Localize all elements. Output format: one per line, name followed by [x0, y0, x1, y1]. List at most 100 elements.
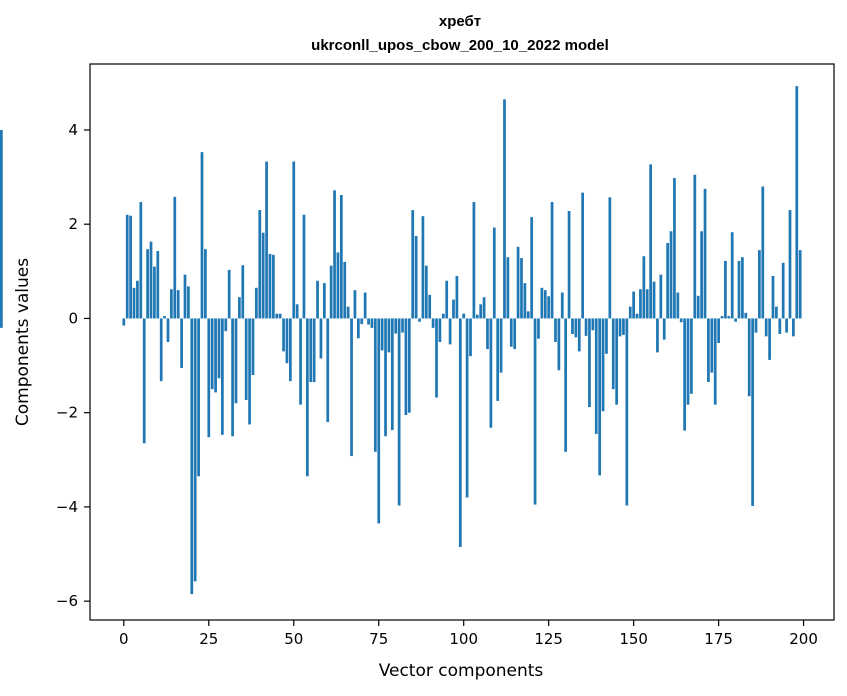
bar-112: [503, 99, 506, 319]
bar-102: [469, 318, 472, 357]
bar-128: [557, 318, 561, 371]
bar-138: [591, 318, 595, 331]
bar-82: [401, 318, 404, 333]
bar-94: [441, 313, 445, 319]
bar-34: [238, 297, 241, 319]
bar-154: [645, 289, 649, 319]
bar-110: [496, 318, 500, 401]
bar-72: [367, 318, 370, 325]
bar-17: [180, 318, 183, 368]
x-tick-label: 150: [619, 630, 648, 648]
bar-183: [744, 312, 748, 319]
bar-151: [635, 313, 639, 319]
bar-158: [659, 274, 663, 319]
bar-188: [761, 186, 765, 319]
bar-139: [594, 318, 598, 434]
bar-62: [333, 190, 336, 319]
bar-88: [421, 216, 425, 319]
bar-108: [489, 318, 493, 428]
bar-60: [326, 318, 330, 423]
bar-59: [322, 283, 326, 319]
x-tick-label: 175: [704, 630, 733, 648]
bar-115: [513, 318, 517, 350]
bar-178: [727, 316, 731, 319]
bar-150: [632, 291, 635, 319]
y-axis-ticks: −6 −4 −2 0 2 4: [56, 121, 90, 610]
bar-39: [255, 287, 258, 319]
bar-103: [472, 202, 476, 319]
bar-86: [414, 235, 418, 319]
x-axis-ticks: 0 25 50 75 100 125 150 175 200: [119, 620, 818, 648]
y-tick-label: 4: [68, 121, 78, 139]
bar-49: [289, 318, 292, 382]
bar-199: [798, 250, 802, 319]
plot-frame: [89, 63, 835, 621]
bar-155: [649, 164, 652, 319]
bar-187: [758, 250, 761, 319]
bar-53: [302, 214, 306, 319]
bar-27: [214, 318, 217, 393]
bar-41: [261, 232, 265, 319]
bar-175: [717, 318, 720, 343]
bar-45: [275, 313, 279, 319]
bar-38: [251, 318, 255, 375]
bar-61: [329, 265, 333, 319]
bar-119: [526, 311, 530, 319]
bar-47: [282, 318, 285, 352]
bar-58: [319, 318, 323, 359]
bar-85: [411, 210, 415, 319]
bar-84: [407, 318, 411, 413]
bar-64: [339, 194, 343, 319]
bar-146: [618, 318, 622, 337]
bar-167: [690, 318, 693, 394]
bar-4: [136, 280, 139, 319]
bar-79: [390, 318, 394, 431]
bar-181: [737, 260, 741, 319]
bar-197: [792, 318, 795, 337]
bar-147: [622, 318, 625, 335]
bar-171: [703, 188, 707, 319]
bar-122: [537, 318, 540, 339]
bars-group: [0, 86, 802, 595]
bar-undefined: [0, 129, 3, 319]
bar-52: [299, 318, 302, 405]
bar-0: [122, 318, 126, 326]
chart-subtitle: ukrconll_upos_cbow_200_10_2022 model: [311, 37, 609, 54]
bar-3: [132, 287, 136, 319]
bar-68: [353, 290, 357, 319]
bar-31: [227, 269, 231, 319]
bar-8: [149, 241, 153, 319]
bar-152: [639, 289, 642, 319]
bar-33: [234, 318, 238, 404]
x-tick-label: 50: [284, 630, 303, 648]
bar-65: [343, 261, 347, 319]
bar-192: [775, 306, 778, 319]
bar-198: [795, 86, 799, 319]
bar-9: [153, 266, 156, 319]
bar-149: [628, 306, 632, 319]
bar-129: [560, 292, 564, 319]
bar-92: [435, 318, 438, 398]
bar-55: [309, 318, 313, 383]
bar-182: [741, 257, 744, 319]
bar-71: [363, 292, 367, 319]
x-tick-label: 100: [449, 630, 478, 648]
bar-undefined: [0, 318, 3, 328]
bar-136: [584, 318, 588, 336]
bar-48: [285, 318, 289, 364]
bar-28: [217, 318, 221, 379]
y-tick-label: −6: [56, 592, 78, 610]
bar-157: [656, 318, 659, 353]
bar-98: [455, 276, 459, 319]
bar-90: [428, 294, 432, 319]
bar-78: [387, 318, 391, 353]
bar-10: [156, 251, 160, 319]
bar-194: [781, 262, 785, 319]
bar-93: [438, 318, 442, 342]
y-axis-label: Components values: [13, 258, 33, 426]
bar-160: [666, 243, 669, 319]
bar-140: [598, 318, 602, 476]
chart-title: хребт: [439, 13, 481, 30]
bar-116: [516, 246, 520, 319]
